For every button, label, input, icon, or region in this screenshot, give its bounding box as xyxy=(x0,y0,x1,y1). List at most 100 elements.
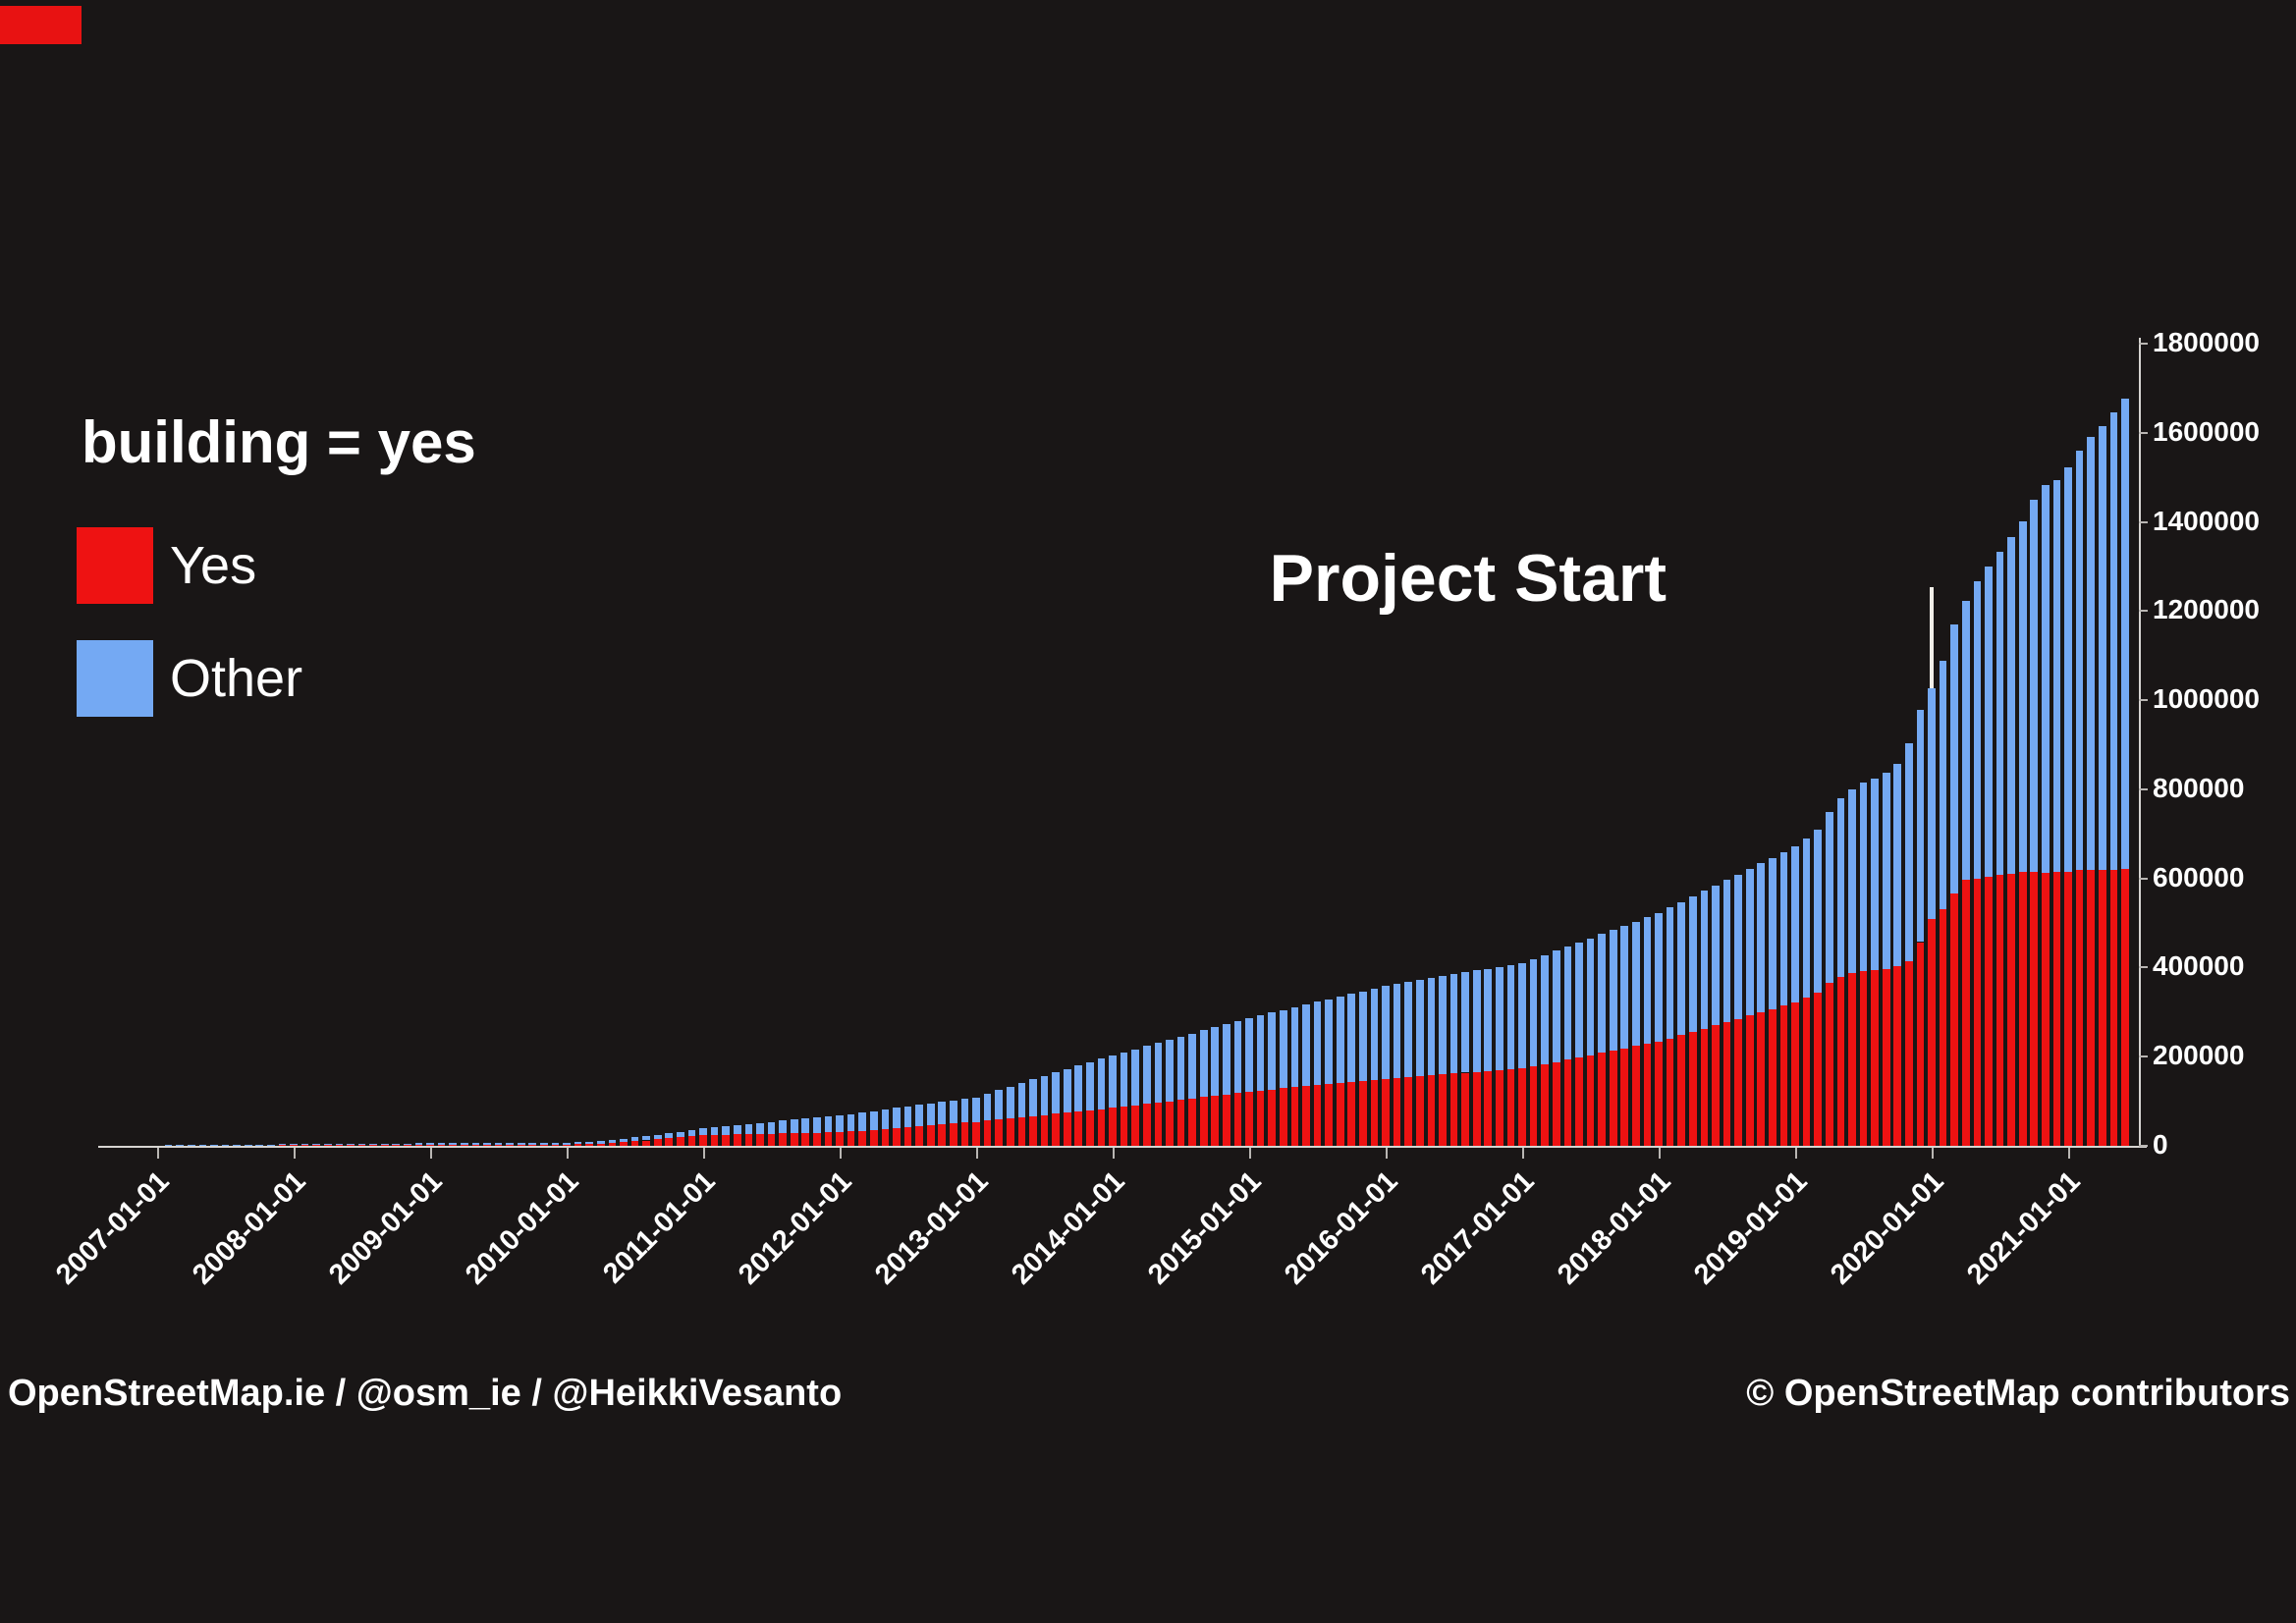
bar-segment-other xyxy=(1074,1065,1083,1112)
bar-segment-yes xyxy=(1712,1025,1720,1146)
bar-segment-other xyxy=(2052,480,2061,872)
bar-segment-other xyxy=(210,1145,218,1146)
bar-segment-yes xyxy=(972,1121,980,1146)
bar-segment-yes xyxy=(938,1124,947,1146)
bar-segment-other xyxy=(1052,1072,1060,1114)
bar-2015-10 xyxy=(1347,994,1356,1146)
bar-2018-01 xyxy=(1655,913,1663,1146)
bar-2017-03 xyxy=(1541,954,1550,1146)
bar-segment-other xyxy=(1223,1024,1230,1095)
bar-2009-12 xyxy=(551,1142,560,1146)
bar-segment-yes xyxy=(1484,1070,1493,1146)
x-tick xyxy=(1659,1148,1661,1159)
bar-segment-other xyxy=(722,1126,731,1135)
bar-segment-other xyxy=(1769,857,1777,1009)
bar-2012-03 xyxy=(858,1112,867,1146)
bar-segment-yes xyxy=(1677,1035,1686,1146)
bar-segment-yes xyxy=(392,1145,401,1146)
legend-label-yes: Yes xyxy=(170,536,257,595)
bar-2016-03 xyxy=(1404,982,1413,1146)
bar-segment-other xyxy=(1893,763,1902,967)
bar-2017-06 xyxy=(1575,942,1583,1146)
bar-segment-other xyxy=(1722,880,1731,1022)
bar-segment-other xyxy=(176,1145,185,1146)
bar-segment-other xyxy=(1233,1020,1242,1093)
bar-2021-03 xyxy=(2087,437,2096,1146)
bar-2010-02 xyxy=(574,1142,582,1146)
bar-segment-yes xyxy=(926,1125,935,1146)
bar-segment-yes xyxy=(1598,1053,1606,1146)
bar-2007-09 xyxy=(244,1144,252,1146)
bar-2013-02 xyxy=(983,1093,992,1146)
bar-2016-04 xyxy=(1415,980,1424,1146)
bar-segment-other xyxy=(1859,782,1868,972)
bar-segment-other xyxy=(290,1144,298,1146)
bar-segment-yes xyxy=(1336,1083,1344,1146)
bar-segment-yes xyxy=(1120,1107,1128,1146)
bar-segment-yes xyxy=(574,1144,582,1146)
bar-segment-other xyxy=(1461,972,1469,1073)
bar-segment-yes xyxy=(2030,871,2039,1146)
bar-2013-03 xyxy=(995,1090,1004,1146)
bar-segment-other xyxy=(813,1117,821,1133)
x-tick xyxy=(976,1148,978,1159)
bar-segment-yes xyxy=(1700,1028,1709,1146)
annotation-project-start-label: Project Start xyxy=(1269,541,1667,616)
bar-segment-yes xyxy=(1404,1077,1413,1146)
bar-2013-07 xyxy=(1040,1075,1049,1146)
bar-2009-04 xyxy=(460,1143,468,1146)
bar-segment-yes xyxy=(551,1144,560,1146)
bar-2017-02 xyxy=(1529,958,1538,1146)
bar-segment-other xyxy=(1382,986,1390,1079)
bar-2017-10 xyxy=(1620,925,1629,1146)
bar-segment-other xyxy=(1643,917,1652,1045)
bar-segment-yes xyxy=(1166,1101,1174,1146)
bar-segment-other xyxy=(1529,958,1538,1067)
bar-segment-yes xyxy=(1666,1038,1674,1146)
bar-segment-other xyxy=(995,1090,1004,1120)
x-tick xyxy=(2068,1148,2070,1159)
bar-2018-05 xyxy=(1700,891,1709,1146)
bar-2011-04 xyxy=(733,1124,741,1146)
bar-segment-other xyxy=(938,1102,947,1125)
y-tick xyxy=(2139,877,2148,880)
bar-segment-other xyxy=(1109,1055,1117,1109)
x-tick xyxy=(294,1148,296,1159)
bar-segment-other xyxy=(2030,500,2039,872)
bar-segment-yes xyxy=(563,1144,571,1146)
bar-segment-yes xyxy=(881,1128,890,1146)
bar-2020-01 xyxy=(1928,688,1936,1146)
bar-2017-07 xyxy=(1586,938,1595,1146)
bar-segment-yes xyxy=(960,1122,969,1146)
bar-2020-05 xyxy=(1973,581,1982,1146)
bar-segment-yes xyxy=(1973,878,1982,1146)
bar-2014-03 xyxy=(1131,1049,1140,1146)
bar-segment-other xyxy=(950,1100,957,1124)
bar-2008-03 xyxy=(312,1144,321,1146)
bar-segment-yes xyxy=(1154,1102,1163,1146)
bar-segment-yes xyxy=(1769,1008,1777,1146)
bar-segment-other xyxy=(1040,1075,1049,1115)
bar-segment-yes xyxy=(278,1145,287,1146)
bar-2019-08 xyxy=(1871,778,1879,1146)
bar-2011-02 xyxy=(710,1127,719,1146)
bar-2011-09 xyxy=(790,1119,798,1146)
y-tick-label: 1000000 xyxy=(2153,683,2261,715)
bar-segment-other xyxy=(1916,709,1925,943)
legend-swatch-yes xyxy=(77,527,153,604)
bar-segment-yes xyxy=(1245,1091,1253,1146)
bar-segment-other xyxy=(926,1103,935,1126)
bar-segment-other xyxy=(1871,778,1879,971)
y-tick-label: 1600000 xyxy=(2153,415,2261,447)
bar-2020-11 xyxy=(2042,485,2050,1146)
bar-2014-08 xyxy=(1188,1033,1196,1146)
bar-segment-other xyxy=(1404,982,1413,1078)
bar-segment-other xyxy=(426,1143,434,1146)
bar-segment-other xyxy=(1256,1015,1265,1091)
bar-2009-01 xyxy=(426,1143,434,1146)
bar-2018-12 xyxy=(1779,851,1788,1146)
bar-segment-yes xyxy=(2007,873,2015,1146)
bar-2015-04 xyxy=(1279,1009,1287,1146)
bar-segment-yes xyxy=(369,1145,377,1146)
